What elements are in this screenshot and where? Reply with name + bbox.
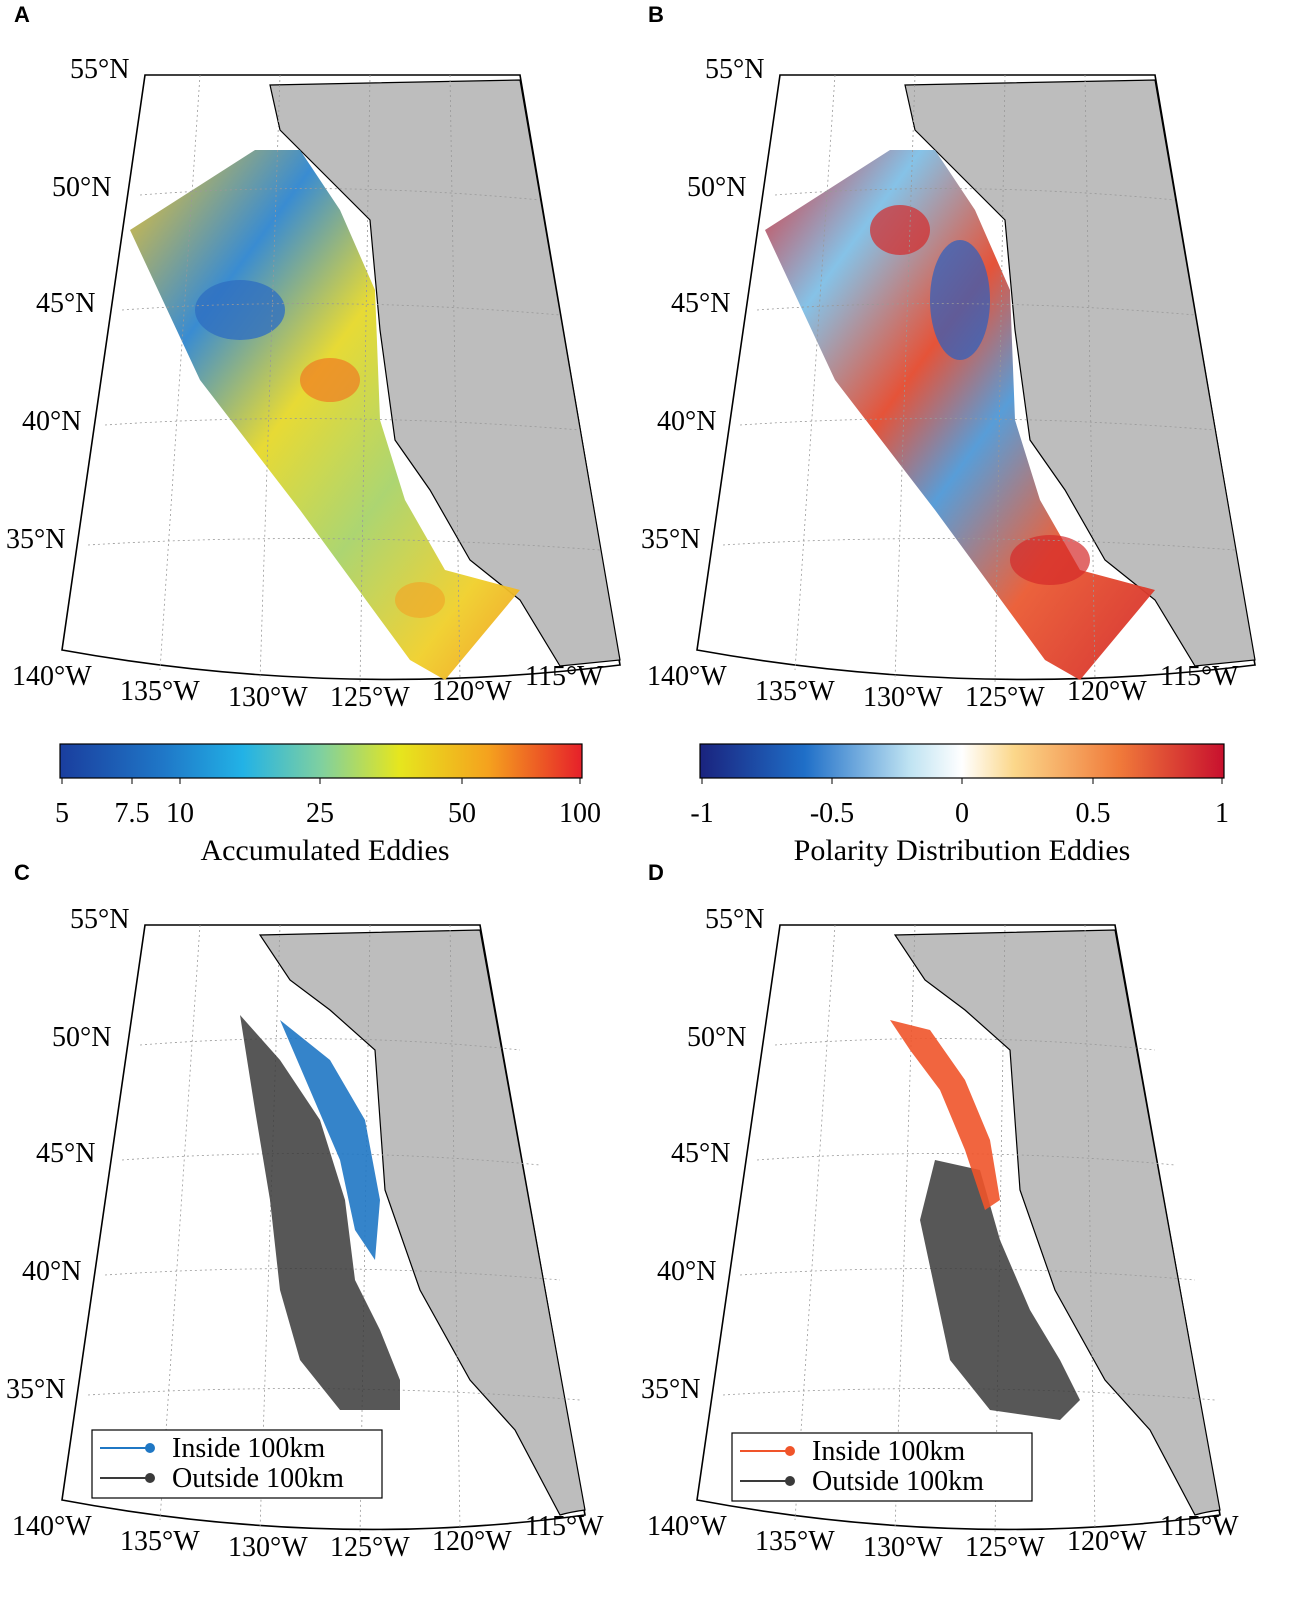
- lat-label-a: 50°N: [52, 172, 111, 203]
- lat-label-b: 40°N: [657, 406, 716, 437]
- legend-marker-inside-c: [145, 1443, 155, 1453]
- legend-marker-outside-c: [145, 1473, 155, 1483]
- land-c: [258, 929, 586, 1516]
- colorbar-a-tick-label: 7.5: [115, 798, 150, 829]
- lat-label-c: 55°N: [70, 904, 129, 935]
- colorbar-b-tick-label: -1: [690, 798, 713, 829]
- colorbar-a-tick-label: 10: [166, 798, 194, 829]
- lon-label-d: 125°W: [965, 1532, 1045, 1563]
- colorbar-a-title: Accumulated Eddies: [200, 834, 449, 867]
- colorbar-b-tick-label: -0.5: [810, 798, 854, 829]
- colorbar-a: 5 7.5 10 25 50 100 Accumulated Eddies: [55, 743, 601, 867]
- lon-label-c: 135°W: [120, 1526, 200, 1557]
- colorbar-a-tick-label: 25: [306, 798, 334, 829]
- panel-letter-a: A: [14, 2, 30, 27]
- field-blob-a: [395, 582, 445, 618]
- lon-label-d: 135°W: [755, 1526, 835, 1557]
- outside-tracks-c: [240, 1015, 400, 1410]
- lon-label-d: 130°W: [863, 1532, 943, 1563]
- lat-label-d: 40°N: [657, 1256, 716, 1287]
- legend-d: Inside 100km Outside 100km: [731, 1432, 1033, 1502]
- land-d: [893, 929, 1221, 1516]
- lon-label-c: 140°W: [12, 1511, 92, 1542]
- outside-tracks-d: [920, 1160, 1080, 1420]
- lon-label-a: 140°W: [12, 661, 92, 692]
- lat-label-d: 55°N: [705, 904, 764, 935]
- colorbar-b: -1 -0.5 0 0.5 1 Polarity Distribution Eddies: [690, 743, 1229, 867]
- lon-label-b: 135°W: [755, 676, 835, 707]
- colorbar-b-title: Polarity Distribution Eddies: [794, 834, 1131, 867]
- land-b: [904, 79, 1256, 667]
- lon-label-b: 120°W: [1067, 676, 1147, 707]
- lon-label-d: 120°W: [1067, 1526, 1147, 1557]
- lat-label-d: 35°N: [641, 1374, 700, 1405]
- colorbar-a-bar: [59, 743, 583, 779]
- lat-label-c: 35°N: [6, 1374, 65, 1405]
- graticule-a: [87, 74, 601, 686]
- lat-label-a: 40°N: [22, 406, 81, 437]
- legend-label-outside-c: Outside 100km: [172, 1463, 344, 1494]
- colorbar-b-bar: [699, 743, 1225, 779]
- lon-label-a: 120°W: [432, 676, 512, 707]
- lon-label-b: 115°W: [1160, 661, 1239, 692]
- colorbar-b-tick-label: 0: [955, 798, 969, 829]
- lon-label-c: 120°W: [432, 1526, 512, 1557]
- map-panel-d: Inside 100km Outside 100km: [696, 924, 1221, 1536]
- legend-marker-outside-d: [785, 1476, 795, 1486]
- lon-label-a: 115°W: [525, 661, 604, 692]
- colorbar-b-tick-label: 1: [1215, 798, 1229, 829]
- lat-label-a: 35°N: [6, 524, 65, 555]
- lon-label-c: 130°W: [228, 1532, 308, 1563]
- lon-label-b: 140°W: [647, 661, 727, 692]
- lat-label-b: 35°N: [641, 524, 700, 555]
- map-panel-a: [61, 74, 621, 686]
- legend-label-inside-c: Inside 100km: [172, 1433, 325, 1464]
- lon-label-a: 125°W: [330, 682, 410, 713]
- lon-label-d: 140°W: [647, 1511, 727, 1542]
- field-blob-b: [1010, 535, 1090, 585]
- lat-label-a: 55°N: [70, 54, 129, 85]
- colorbar-a-tick-label: 50: [448, 798, 476, 829]
- lon-label-a: 130°W: [228, 682, 308, 713]
- panel-letter-c: C: [14, 860, 30, 885]
- colorbar-a-tick-label: 5: [55, 798, 69, 829]
- inside-tracks-d: [890, 1020, 1000, 1210]
- lat-label-c: 50°N: [52, 1022, 111, 1053]
- lat-label-d: 45°N: [671, 1138, 730, 1169]
- lon-label-a: 135°W: [120, 676, 200, 707]
- lon-label-c: 125°W: [330, 1532, 410, 1563]
- field-blob-b: [930, 240, 990, 360]
- map-panel-c: Inside 100km Outside 100km: [61, 924, 586, 1536]
- panel-letter-b: B: [648, 2, 664, 27]
- lat-label-b: 50°N: [687, 172, 746, 203]
- colorbar-a-tick-label: 100: [559, 798, 601, 829]
- coordinate-labels: 55°N 50°N 45°N 40°N 35°N 140°W 135°W 130°W 125°W…: [6, 54, 1239, 1563]
- inside-tracks-c: [280, 1020, 380, 1260]
- map-panel-b: [696, 74, 1256, 686]
- lon-label-b: 125°W: [965, 682, 1045, 713]
- lat-label-d: 50°N: [687, 1022, 746, 1053]
- lat-label-c: 40°N: [22, 1256, 81, 1287]
- lon-label-c: 115°W: [525, 1511, 604, 1542]
- lat-label-c: 45°N: [36, 1138, 95, 1169]
- panel-letter-d: D: [648, 860, 664, 885]
- legend-c: Inside 100km Outside 100km: [91, 1429, 383, 1499]
- field-blob-a: [300, 358, 360, 402]
- lon-label-b: 130°W: [863, 682, 943, 713]
- lon-label-d: 115°W: [1160, 1511, 1239, 1542]
- field-blob-a: [195, 280, 285, 340]
- legend-marker-inside-d: [785, 1446, 795, 1456]
- colorbar-b-ticks: -1 -0.5 0 0.5 1: [690, 778, 1229, 829]
- colorbar-b-tick-label: 0.5: [1076, 798, 1111, 829]
- lat-label-b: 55°N: [705, 54, 764, 85]
- legend-label-outside-d: Outside 100km: [812, 1466, 984, 1497]
- colorbar-a-ticks: 5 7.5 10 25 50 100: [55, 778, 601, 829]
- field-blob-b: [870, 205, 930, 255]
- lat-label-a: 45°N: [36, 288, 95, 319]
- graticule-b: [722, 74, 1236, 686]
- lat-label-b: 45°N: [671, 288, 730, 319]
- land-a: [269, 79, 621, 667]
- legend-label-inside-d: Inside 100km: [812, 1436, 965, 1467]
